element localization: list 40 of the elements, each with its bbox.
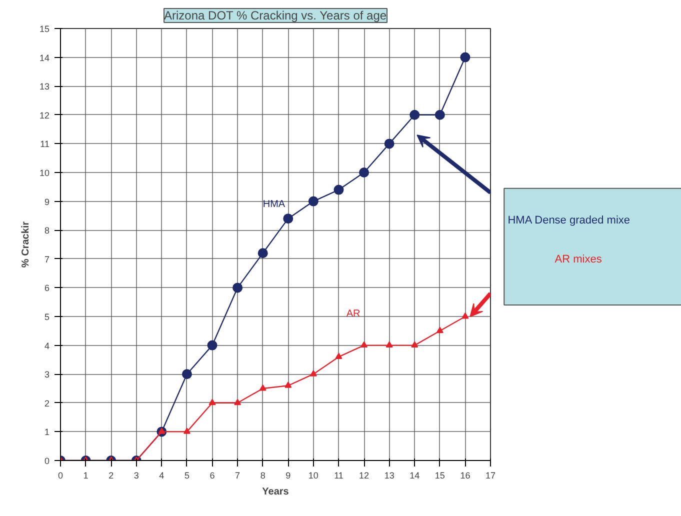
y-tick-label: 3	[44, 370, 50, 380]
y-tick-label: 1	[44, 427, 50, 438]
y-tick-label: 0	[44, 456, 50, 466]
x-tick-label: 17	[485, 470, 496, 480]
y-tick-label: 15	[39, 24, 50, 34]
x-tick-label: 13	[384, 470, 394, 480]
y-tick-label: 13	[39, 82, 50, 92]
x-tick-label: 6	[210, 470, 215, 480]
x-tick-label: 10	[308, 470, 318, 480]
x-tick-label: 12	[359, 470, 370, 480]
x-tick-label: 5	[184, 470, 190, 480]
x-tick-label: 1	[83, 470, 88, 480]
x-axis-title: Years	[262, 486, 290, 498]
y-tick-label: 14	[39, 52, 50, 63]
series-label: HMA	[262, 198, 286, 210]
y-tick-label: 9	[44, 196, 50, 207]
y-tick-label: 11	[40, 139, 50, 150]
x-tick-label: 9	[286, 470, 291, 480]
y-tick-label: 8	[44, 226, 50, 236]
y-tick-label: 5	[44, 312, 50, 322]
y-tick-label: 7	[44, 254, 50, 264]
x-tick-label: 16	[460, 470, 470, 480]
y-tick-label: 6	[44, 283, 50, 294]
y-tick-label: 10	[39, 168, 50, 178]
x-tick-label: 7	[235, 470, 240, 480]
x-tick-label: 15	[434, 470, 445, 480]
text: AR mixes	[554, 254, 602, 266]
y-axis-title: % Crackir	[20, 221, 32, 268]
y-tick-label: 4	[44, 340, 50, 351]
x-tick-label: 3	[134, 470, 139, 480]
x-tick-label: 2	[108, 470, 114, 480]
text: AR	[346, 308, 360, 320]
text: HMA Dense graded mixe	[508, 214, 630, 227]
y-tick-label: 12	[39, 110, 50, 120]
x-tick-label: 4	[159, 470, 164, 480]
y-tick-label: 2	[44, 398, 50, 408]
x-tick-label: 8	[260, 470, 266, 480]
x-tick-label: 11	[334, 470, 344, 480]
x-tick-label: 14	[410, 470, 420, 480]
x-tick-label: 0	[58, 470, 64, 480]
